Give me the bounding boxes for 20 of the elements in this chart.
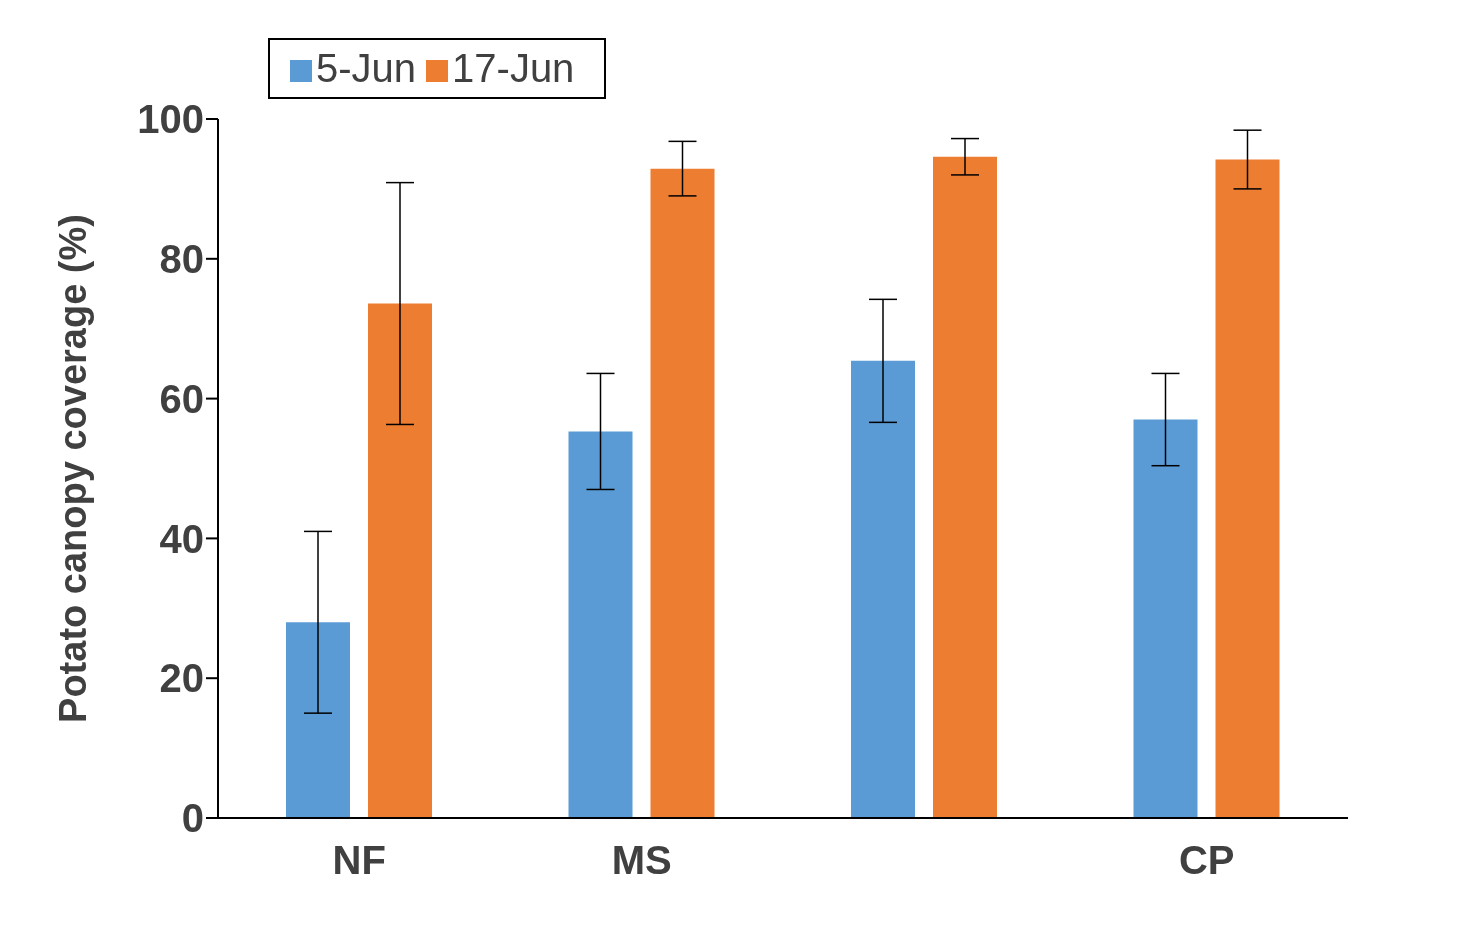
bar [1215,159,1280,818]
legend-label: 17-Jun [452,46,575,90]
x-tick-label: NF [332,838,386,883]
bar [851,360,915,818]
bar [568,431,633,818]
y-tick-label: 80 [159,237,204,281]
bar [1133,419,1198,818]
y-tick-label: 20 [159,656,204,701]
bar [286,622,350,818]
y-tick-label: 60 [159,376,204,421]
y-axis-title: Potato canopy coverage (%) [52,214,95,723]
y-tick-label: 100 [137,97,204,142]
bar [650,168,715,818]
bar [933,156,997,818]
x-tick-label: MS [611,838,672,883]
y-tick-label: 40 [159,516,204,561]
legend-label: 5-Jun [316,46,417,90]
x-tick-label: CP [1178,838,1235,883]
bar [368,303,432,818]
y-tick-label: 0 [181,796,204,841]
